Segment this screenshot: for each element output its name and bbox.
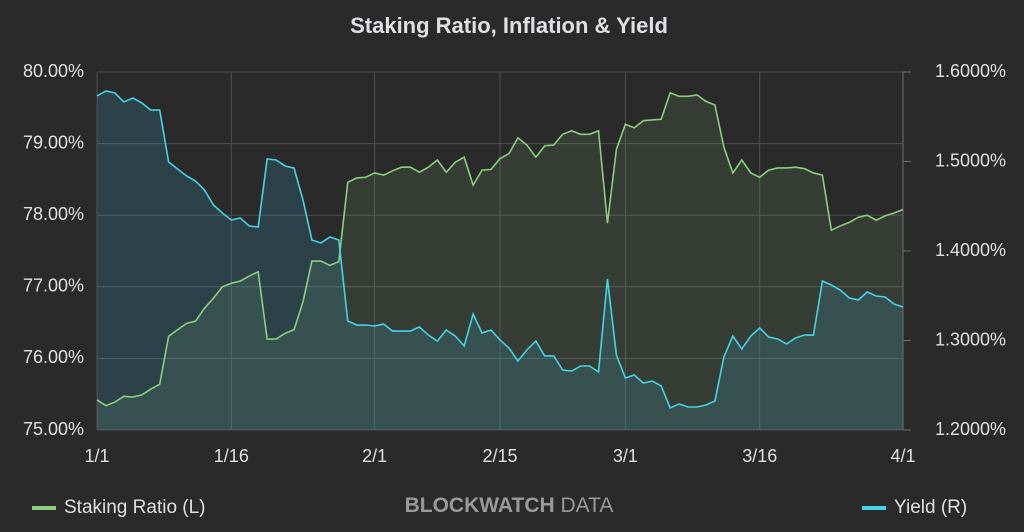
x-tick-label: 2/1 [362,446,387,466]
y-tick-label: 77.00% [23,276,84,296]
y2-tick-label: 1.5000% [935,150,1006,170]
y2-tick-label: 1.2000% [935,419,1006,439]
watermark-light: DATA [561,494,614,517]
y2-tick-label: 1.6000% [935,61,1006,81]
line [96,91,904,407]
x-tick-label: 3/1 [613,446,638,466]
line [96,90,904,410]
y-tick-label: 76.00% [23,347,84,367]
grid [96,71,904,431]
x-tick-label: 3/16 [742,446,777,466]
y-tick-label: 75.00% [23,419,84,439]
area [97,90,903,430]
watermark-bold: BLOCKWATCH [405,494,555,517]
y-tick-label: 79.00% [23,132,84,152]
y-tick-label: 80.00% [23,61,84,81]
x-tick-label: 2/15 [482,446,517,466]
y2-tick-label: 1.4000% [935,240,1006,260]
legend-label: Yield (R) [894,497,967,518]
watermark: BLOCKWATCH DATA [405,494,614,517]
y-tick-label: 78.00% [23,204,84,224]
area [97,92,903,430]
x-tick-label: 4/1 [890,446,915,466]
y2-tick-label: 1.3000% [935,329,1006,349]
legend-label: Staking Ratio (L) [64,497,206,518]
x-tick-label: 1/16 [214,446,249,466]
chart-title: Staking Ratio, Inflation & Yield [350,13,668,38]
x-tick-label: 1/1 [84,446,109,466]
